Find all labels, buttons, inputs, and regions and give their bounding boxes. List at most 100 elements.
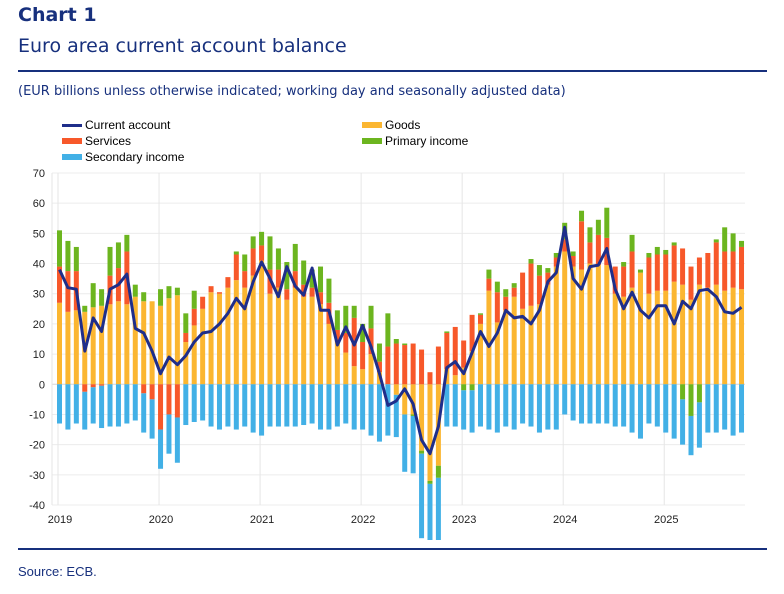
bar-services — [284, 289, 290, 300]
bar-primary-income — [166, 286, 172, 299]
legend-swatch-goods — [362, 122, 382, 128]
bar-services — [57, 266, 62, 303]
bar-primary-income — [528, 259, 534, 264]
bar-secondary-income — [208, 384, 214, 427]
bar-goods — [520, 308, 526, 385]
bar-goods — [469, 351, 475, 385]
bar-services — [595, 234, 601, 266]
bar-secondary-income — [225, 384, 231, 427]
bar-secondary-income — [713, 384, 719, 433]
x-tick-label: 2019 — [48, 514, 72, 526]
bar-services — [259, 245, 265, 261]
bar-secondary-income — [326, 384, 332, 430]
current-account-line-path — [58, 225, 743, 456]
bar-primary-income — [739, 240, 745, 247]
bar-primary-income — [158, 289, 164, 306]
y-tick-label: -10 — [29, 409, 45, 421]
bar-secondary-income — [385, 384, 391, 436]
bar-primary-income — [402, 343, 408, 346]
bar-secondary-income — [511, 384, 517, 430]
bar-goods — [587, 263, 593, 385]
bar-primary-income — [309, 269, 315, 288]
bar-primary-income — [318, 266, 324, 293]
bar-primary-income — [259, 231, 265, 246]
bar-goods — [562, 251, 568, 385]
bar-primary-income — [680, 384, 686, 400]
bar-goods — [242, 287, 248, 385]
bar-goods — [132, 296, 138, 385]
bar-primary-income — [671, 242, 677, 246]
bar-primary-income — [410, 414, 416, 416]
bar-services — [486, 278, 492, 291]
bar-goods — [528, 305, 534, 385]
bar-services — [410, 343, 416, 385]
bar-goods — [688, 299, 694, 385]
bar-secondary-income — [301, 384, 307, 426]
bar-secondary-income — [141, 393, 147, 433]
bar-goods — [427, 384, 433, 481]
bar-secondary-income — [351, 384, 357, 430]
bar-primary-income — [545, 268, 551, 273]
bar-services — [183, 332, 189, 343]
bar-goods — [478, 323, 483, 385]
bar-secondary-income — [393, 394, 399, 438]
bar-primary-income — [242, 254, 248, 272]
bar-secondary-income — [536, 384, 542, 433]
top-divider — [18, 70, 767, 72]
bar-services — [739, 246, 745, 290]
bar-secondary-income — [174, 417, 180, 463]
bar-services — [646, 257, 652, 294]
bar-goods — [705, 287, 711, 385]
bar-services — [435, 346, 441, 385]
bar-services — [671, 245, 677, 282]
bar-goods — [553, 266, 559, 385]
bar-primary-income — [301, 260, 307, 285]
bar-services — [427, 372, 433, 385]
bar-services — [469, 314, 475, 352]
bar-goods — [696, 284, 702, 385]
bar-goods — [351, 366, 357, 385]
bar-primary-income — [579, 210, 585, 222]
bar-primary-income — [713, 239, 719, 243]
bar-goods — [730, 287, 736, 385]
bar-goods — [149, 301, 155, 385]
bar-services — [612, 266, 618, 294]
bar-secondary-income — [149, 399, 155, 439]
bar-goods — [452, 375, 458, 385]
bar-primary-income — [292, 243, 298, 272]
bar-primary-income — [115, 242, 121, 269]
bar-services — [713, 242, 719, 285]
bar-services — [141, 384, 147, 394]
bar-goods — [267, 293, 273, 385]
bar-goods — [461, 367, 467, 385]
bar-services — [225, 277, 231, 288]
bar-services — [452, 326, 458, 376]
bar-secondary-income — [562, 384, 568, 415]
bar-primary-income — [621, 262, 627, 267]
bar-services — [275, 269, 281, 288]
bar-secondary-income — [696, 402, 702, 448]
legend-label-services: Services — [85, 134, 132, 148]
bar-goods — [200, 308, 206, 385]
bar-services — [343, 332, 349, 353]
bar-secondary-income — [343, 384, 349, 424]
bar-primary-income — [351, 305, 357, 318]
bar-primary-income — [536, 265, 542, 276]
bar-goods — [141, 301, 147, 385]
bar-secondary-income — [73, 384, 79, 424]
bar-goods — [680, 284, 686, 385]
bar-secondary-income — [124, 384, 130, 424]
bar-primary-income — [124, 234, 130, 252]
bar-goods — [536, 304, 542, 385]
bar-primary-income — [427, 480, 433, 484]
bar-goods — [275, 287, 281, 385]
bar-secondary-income — [570, 384, 576, 421]
bar-goods — [671, 281, 677, 385]
bar-goods — [233, 280, 239, 385]
bar-services — [191, 308, 197, 326]
bar-primary-income — [494, 281, 500, 293]
bar-primary-income — [511, 283, 517, 288]
bar-services — [503, 296, 509, 311]
bar-services — [545, 272, 551, 285]
bar-goods — [326, 323, 332, 385]
